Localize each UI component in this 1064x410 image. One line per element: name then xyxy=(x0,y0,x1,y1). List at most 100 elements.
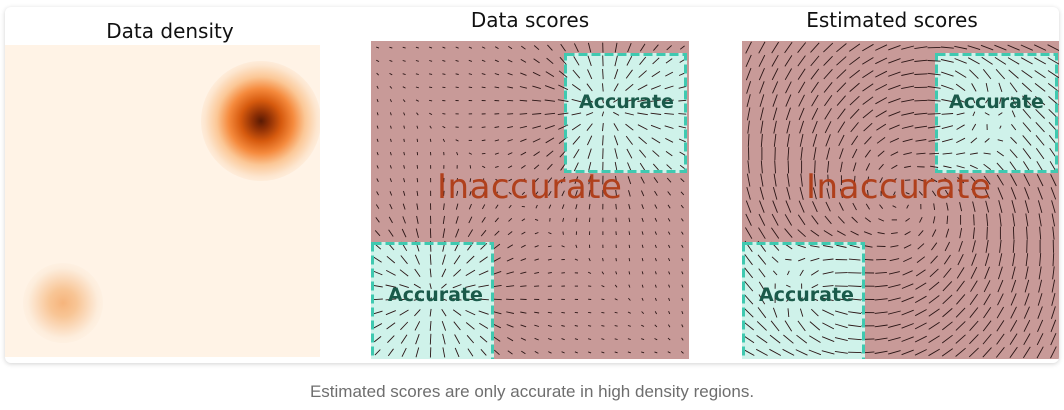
vector-arrow xyxy=(809,335,821,343)
vector-arrow xyxy=(481,139,486,142)
vector-arrow xyxy=(641,244,644,249)
vector-arrow xyxy=(614,311,618,314)
vector-arrow xyxy=(810,81,819,94)
vector-arrow xyxy=(668,231,671,235)
vector-arrow xyxy=(1047,83,1059,92)
vector-arrow xyxy=(429,320,432,331)
vector-arrow xyxy=(507,231,513,236)
vector-arrow xyxy=(429,254,432,265)
vector-arrow xyxy=(914,59,928,62)
vector-arrow xyxy=(984,253,990,267)
vector-arrow xyxy=(654,244,657,249)
vector-arrow xyxy=(814,160,816,174)
vector-arrow xyxy=(586,135,593,146)
vector-arrow xyxy=(654,190,658,196)
vector-arrow xyxy=(972,98,976,104)
vector-arrow xyxy=(388,216,393,224)
vector-arrow xyxy=(1024,293,1030,306)
vector-arrow xyxy=(822,297,834,302)
vector-arrow xyxy=(469,165,472,169)
vector-arrow xyxy=(889,137,899,143)
vector-arrow xyxy=(812,120,818,134)
data-scores-field-svg xyxy=(371,41,689,359)
estimated-scores-panel: Estimated scores Inaccurate Accurate Acc… xyxy=(725,7,1059,363)
vector-arrow xyxy=(442,138,446,143)
vector-arrow xyxy=(402,216,406,224)
vector-arrow xyxy=(773,173,777,187)
vector-arrow xyxy=(1039,253,1042,267)
vector-arrow xyxy=(969,152,978,155)
vector-arrow xyxy=(887,297,901,302)
vector-arrow xyxy=(587,69,593,80)
vector-arrow xyxy=(681,271,684,275)
vector-arrow xyxy=(534,218,539,221)
vector-arrow xyxy=(468,203,472,210)
vector-arrow xyxy=(849,56,861,66)
vector-arrow xyxy=(1034,44,1047,51)
vector-arrow xyxy=(521,45,526,50)
vector-arrow xyxy=(389,46,393,49)
vector-arrow xyxy=(614,351,618,354)
vector-arrow xyxy=(1010,306,1017,319)
vector-arrow xyxy=(996,333,1005,345)
vector-arrow xyxy=(772,200,778,213)
estimated-scores-accurate-region-bottom-border xyxy=(742,242,865,359)
vector-arrow xyxy=(654,351,658,354)
vector-arrow xyxy=(999,125,1002,129)
vector-arrow xyxy=(918,191,923,196)
vector-arrow xyxy=(1051,292,1056,306)
vector-arrow xyxy=(1012,213,1016,227)
vector-arrow xyxy=(389,151,392,156)
vector-arrow xyxy=(906,204,909,209)
vector-arrow xyxy=(1009,82,1018,93)
vector-arrow xyxy=(985,83,989,92)
vector-arrow xyxy=(941,99,954,103)
vector-arrow xyxy=(1034,70,1046,79)
vector-arrow xyxy=(799,120,805,134)
vector-arrow xyxy=(601,111,605,117)
vector-arrow xyxy=(998,253,1003,267)
vector-arrow xyxy=(494,230,500,236)
vector-arrow xyxy=(558,84,569,91)
vector-arrow xyxy=(771,227,780,239)
vector-arrow xyxy=(995,347,1005,358)
vector-arrow xyxy=(385,298,397,301)
vector-arrow xyxy=(914,322,927,330)
vector-arrow xyxy=(494,165,499,168)
vector-arrow xyxy=(681,337,684,341)
vector-arrow xyxy=(544,99,556,102)
vector-arrow xyxy=(1008,69,1019,79)
vector-arrow xyxy=(771,256,779,263)
vector-arrow xyxy=(848,324,862,328)
vector-arrow xyxy=(465,322,475,330)
vector-arrow xyxy=(400,334,408,344)
vector-arrow xyxy=(983,293,991,306)
vector-arrow xyxy=(429,283,432,290)
vector-arrow xyxy=(1011,279,1017,293)
vector-arrow xyxy=(823,69,833,80)
vector-arrow xyxy=(827,174,829,186)
vector-arrow xyxy=(519,125,528,129)
vector-arrow xyxy=(811,94,819,107)
vector-arrow xyxy=(453,254,461,265)
vector-arrow xyxy=(996,320,1005,332)
vector-arrow xyxy=(785,107,791,121)
vector-arrow xyxy=(798,81,806,94)
vector-arrow xyxy=(667,191,671,196)
vector-arrow xyxy=(927,86,941,89)
vector-arrow xyxy=(441,254,446,265)
vector-arrow xyxy=(887,350,901,355)
vector-arrow xyxy=(969,293,978,305)
vector-arrow xyxy=(928,139,940,142)
vector-arrow xyxy=(797,214,806,226)
vector-arrow xyxy=(547,324,552,327)
vector-arrow xyxy=(628,284,631,288)
vector-arrow xyxy=(615,217,617,223)
vector-arrow xyxy=(836,43,847,53)
vector-arrow xyxy=(469,178,472,183)
vector-arrow xyxy=(971,188,977,199)
vector-arrow xyxy=(641,257,644,262)
vector-arrow xyxy=(571,123,581,131)
vector-arrow xyxy=(838,202,844,211)
vector-arrow xyxy=(888,284,901,289)
